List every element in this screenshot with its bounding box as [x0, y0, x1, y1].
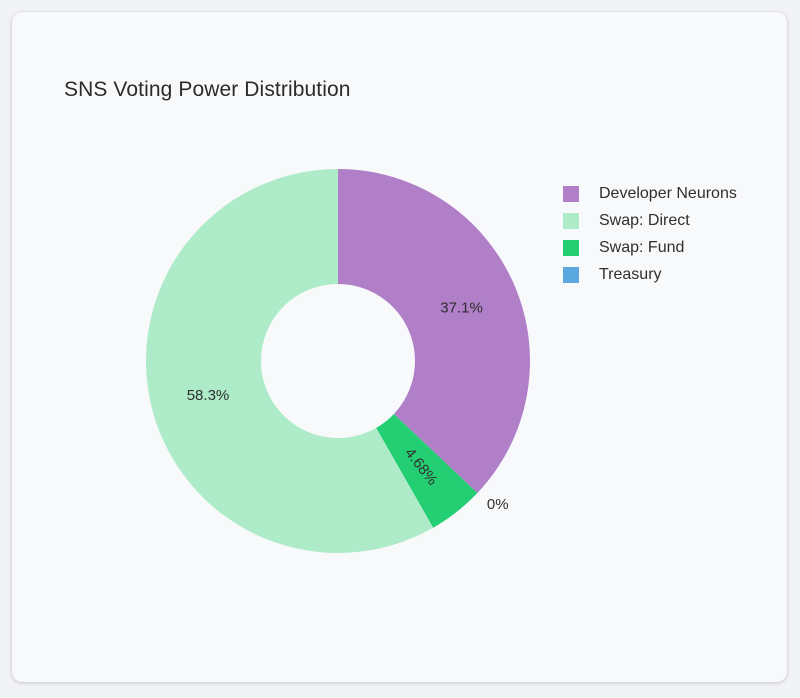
legend-swatch [563, 239, 579, 256]
legend-label: Swap: Direct [599, 211, 690, 229]
legend-label: Swap: Fund [599, 238, 685, 256]
legend-item[interactable]: Swap: Fund [563, 234, 737, 261]
donut-slice[interactable] [338, 169, 530, 494]
chart-legend: Developer Neurons Swap: Direct Swap: Fun… [563, 180, 737, 288]
legend-swatch [563, 185, 579, 202]
donut-slice[interactable] [376, 413, 478, 528]
legend-label: Treasury [599, 265, 662, 283]
donut-slices [146, 169, 530, 554]
legend-label: Developer Neurons [599, 184, 737, 202]
legend-swatch [563, 212, 579, 229]
slice-value-label: 0% [487, 496, 509, 513]
legend-item[interactable]: Developer Neurons [563, 180, 737, 207]
slice-value-label: 37.1% [440, 299, 483, 316]
donut-slice[interactable] [146, 169, 434, 554]
slice-value-label: 58.3% [187, 387, 230, 404]
donut-chart: 37.1%0%4.68%58.3% [146, 169, 530, 554]
legend-item[interactable]: Treasury [563, 261, 737, 288]
legend-swatch [563, 266, 579, 283]
chart-card: SNS Voting Power Distribution 37.1% 0% 4.6… [12, 12, 787, 682]
chart-title: SNS Voting Power Distribution [64, 78, 351, 101]
legend-item[interactable]: Swap: Direct [563, 207, 737, 234]
